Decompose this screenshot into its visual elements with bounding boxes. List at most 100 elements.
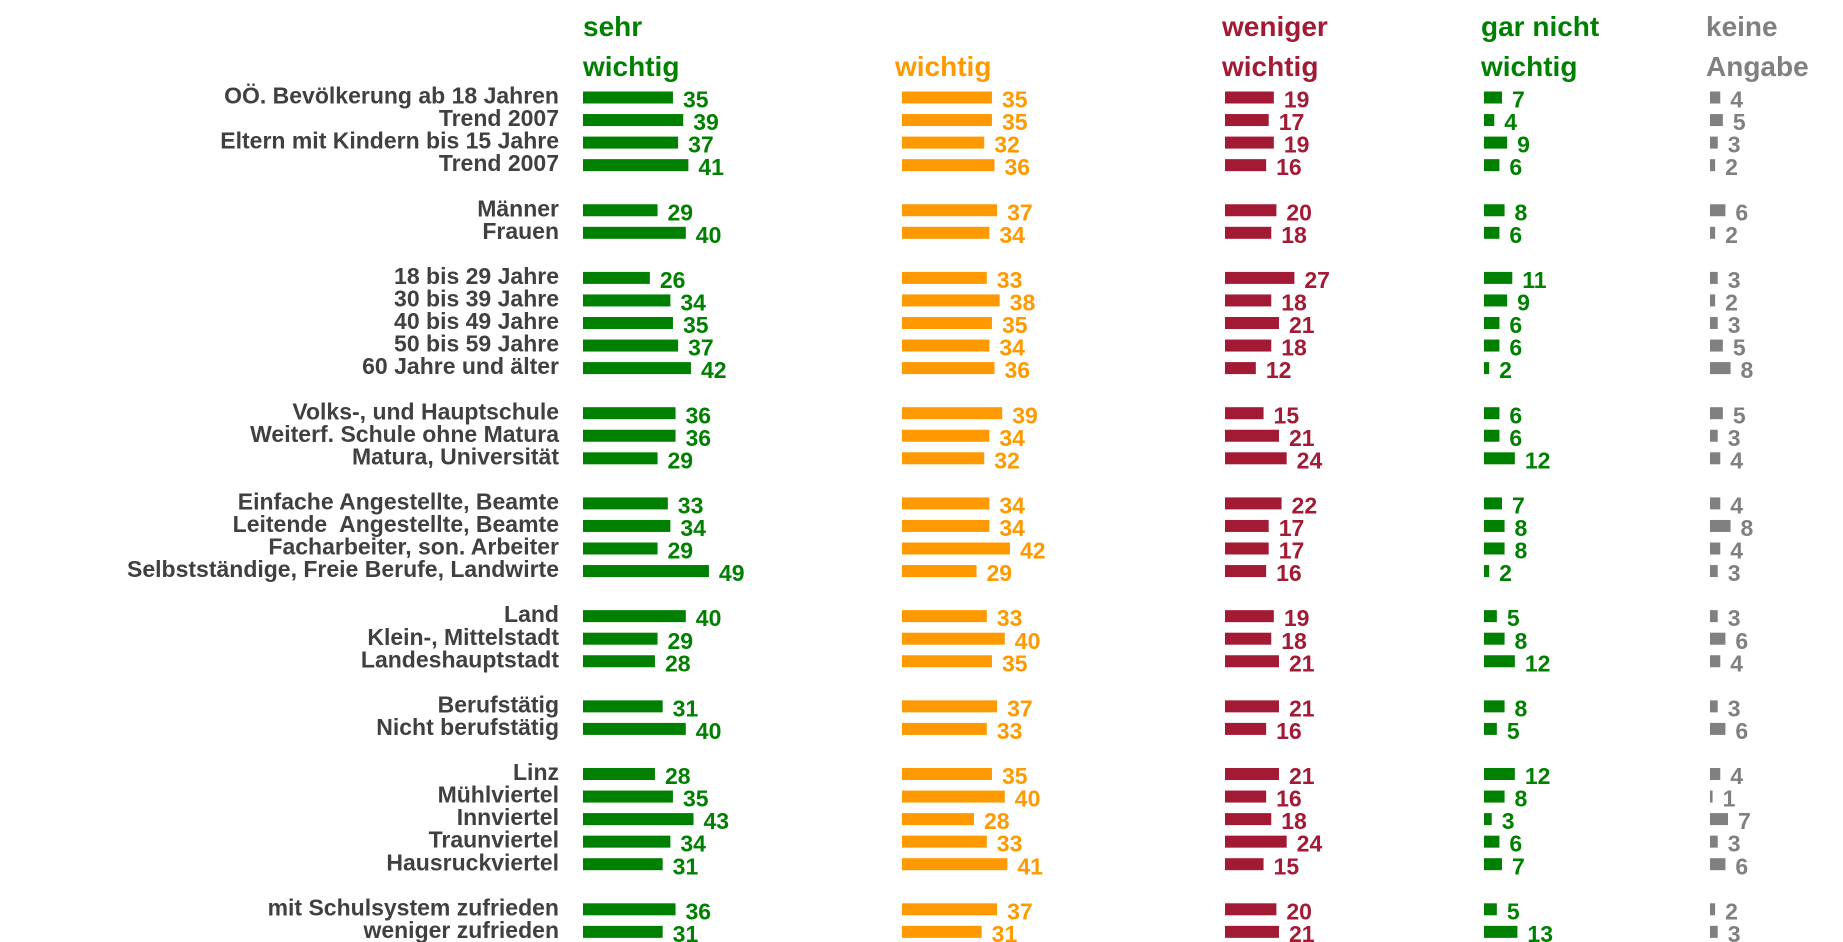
value-label: 15 (1274, 853, 1300, 879)
bar (1710, 497, 1721, 510)
value-label: 4 (1730, 650, 1743, 676)
bar (902, 407, 1003, 420)
bar (1484, 271, 1513, 284)
value-label: 4 (1730, 538, 1743, 564)
bar (583, 339, 679, 352)
bar (1710, 226, 1716, 239)
bar (1484, 790, 1505, 803)
value-label: 6 (1509, 154, 1522, 180)
value-label: 18 (1281, 335, 1307, 361)
bar (902, 204, 998, 217)
category-label: mit Schulsystem zufrieden (268, 894, 559, 920)
bar (902, 722, 987, 735)
bar (1484, 497, 1502, 510)
bar (583, 858, 663, 871)
value-label: 4 (1730, 87, 1743, 113)
value-label: 17 (1279, 109, 1305, 135)
value-label: 34 (999, 222, 1025, 248)
value-label: 33 (997, 718, 1023, 744)
bar (902, 700, 998, 713)
value-label: 5 (1733, 335, 1746, 361)
value-label: 12 (1525, 650, 1551, 676)
bar (583, 159, 689, 172)
category-label: Frauen (482, 218, 559, 244)
bar (1710, 339, 1723, 352)
bar (1484, 159, 1500, 172)
value-label: 43 (704, 808, 730, 834)
value-label: 18 (1281, 222, 1307, 248)
value-label: 2 (1725, 154, 1738, 180)
value-label: 19 (1284, 87, 1310, 113)
value-label: 18 (1281, 808, 1307, 834)
legend-header: wichtig (895, 51, 992, 82)
bar (902, 813, 974, 826)
bar (902, 610, 987, 623)
value-label: 13 (1527, 921, 1553, 942)
value-label: 39 (1012, 402, 1038, 428)
bar (1710, 159, 1716, 172)
value-label: 32 (994, 132, 1020, 158)
bar (1484, 136, 1508, 149)
category-label: Männer (477, 195, 559, 221)
bar (1225, 407, 1264, 420)
value-label: 4 (1730, 763, 1743, 789)
value-label: 21 (1289, 650, 1315, 676)
value-label: 20 (1286, 898, 1312, 924)
bar (583, 497, 668, 510)
value-label: 16 (1276, 560, 1302, 586)
category-label: Land (504, 601, 559, 627)
value-label: 6 (1509, 222, 1522, 248)
bar (902, 159, 995, 172)
value-label: 42 (1020, 538, 1046, 564)
value-label: 40 (696, 605, 722, 631)
category-label: Mühlviertel (438, 782, 559, 808)
category-label: OÖ. Bevölkerung ab 18 Jahren (224, 83, 559, 109)
category-label: Leitende Angestellte, Beamte (233, 511, 559, 537)
value-label: 6 (1509, 402, 1522, 428)
bar (1484, 632, 1505, 645)
bar (583, 407, 676, 420)
category-label: Traunviertel (429, 827, 559, 853)
bar (1225, 497, 1282, 510)
category-label: Landeshauptstadt (361, 646, 559, 672)
value-label: 22 (1292, 492, 1318, 518)
bar (902, 317, 992, 329)
bar (902, 452, 985, 465)
bar (1484, 542, 1505, 555)
bar (1710, 294, 1716, 307)
value-label: 9 (1517, 132, 1530, 158)
value-label: 31 (673, 853, 699, 879)
category-label: weniger zufrieden (362, 917, 559, 942)
category-label: Eltern mit Kindern bis 15 Jahre (220, 128, 559, 154)
bar (902, 925, 982, 938)
bar (1710, 632, 1726, 645)
value-label: 37 (1007, 898, 1033, 924)
category-label: Selbstständige, Freie Berufe, Landwirte (127, 556, 559, 582)
legend-header: gar nicht wichtig (1481, 11, 1600, 82)
value-label: 2 (1725, 290, 1738, 316)
value-label: 6 (1735, 628, 1748, 654)
bar (583, 632, 658, 645)
value-label: 31 (673, 695, 699, 721)
category-label: Berufstätig (438, 691, 559, 717)
bar (1225, 813, 1272, 826)
value-label: 38 (1010, 290, 1036, 316)
value-label: 6 (1509, 335, 1522, 361)
value-label: 5 (1733, 109, 1746, 135)
bar (1225, 790, 1267, 803)
category-label: Nicht berufstätig (376, 714, 559, 740)
bar (1710, 565, 1718, 578)
value-label: 39 (693, 109, 719, 135)
bar (1484, 204, 1505, 217)
bar (1484, 835, 1500, 848)
value-label: 8 (1515, 199, 1528, 225)
bar (1484, 813, 1492, 826)
value-label: 6 (1509, 312, 1522, 338)
bar (583, 429, 676, 442)
value-label: 36 (1005, 154, 1031, 180)
value-label: 37 (688, 132, 714, 158)
value-label: 21 (1289, 763, 1315, 789)
value-label: 15 (1274, 402, 1300, 428)
value-label: 24 (1297, 831, 1323, 857)
